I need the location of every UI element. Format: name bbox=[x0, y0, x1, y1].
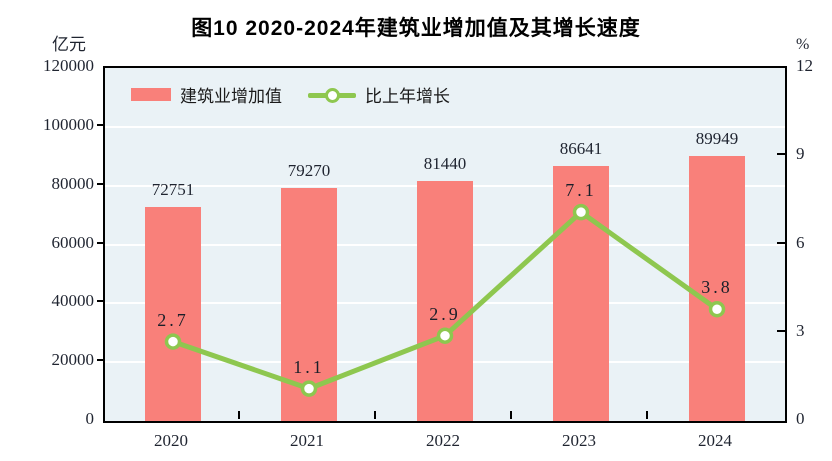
left-axis-tick bbox=[97, 182, 105, 185]
left-axis-tick-label: 80000 bbox=[51, 173, 95, 193]
left-axis-tick bbox=[97, 241, 105, 244]
legend: 建筑业增加值 比上年增长 bbox=[131, 82, 450, 107]
bar-value-label: 81440 bbox=[423, 154, 467, 174]
bar-value-label: 72751 bbox=[151, 179, 195, 199]
legend-label-bar-series: 建筑业增加值 bbox=[180, 87, 282, 106]
line-marker bbox=[164, 333, 182, 350]
right-axis-tick bbox=[777, 241, 785, 244]
left-axis-tick-label: 20000 bbox=[51, 350, 95, 370]
x-axis-label-2022: 2022 bbox=[426, 431, 460, 450]
x-axis-tick bbox=[238, 411, 240, 419]
x-axis-label-2021: 2021 bbox=[290, 431, 324, 450]
line-marker bbox=[300, 380, 318, 397]
left-axis-tick-label: 60000 bbox=[51, 232, 95, 252]
line-value-label: 3.8 bbox=[701, 277, 733, 298]
gridline bbox=[105, 125, 785, 128]
right-axis-tick-label: 3 bbox=[796, 320, 805, 340]
right-axis-tick-label: 12 bbox=[796, 56, 813, 75]
bar-series-swatch-icon bbox=[131, 88, 171, 101]
chart-title: 图10 2020-2024年建筑业增加值及其增长速度 bbox=[191, 17, 641, 40]
legend-label-line-series: 比上年增长 bbox=[365, 87, 450, 106]
right-axis-tick bbox=[777, 329, 785, 332]
left-axis-tick-label: 0 bbox=[85, 409, 95, 428]
x-axis-label-2023: 2023 bbox=[562, 431, 596, 450]
line-value-label: 7.1 bbox=[565, 180, 597, 201]
bar-2020 bbox=[145, 207, 201, 421]
line-marker bbox=[708, 300, 726, 318]
line-marker bbox=[572, 203, 590, 221]
x-axis-label-2024: 2024 bbox=[698, 431, 732, 450]
left-axis-tick bbox=[97, 123, 105, 126]
bar-value-label: 89949 bbox=[695, 129, 739, 149]
bar-2022 bbox=[417, 181, 473, 421]
x-axis-tick bbox=[374, 411, 376, 419]
left-axis-tick bbox=[97, 359, 105, 362]
line-series-marker-icon bbox=[308, 87, 356, 103]
x-axis-label-2020: 2020 bbox=[154, 431, 188, 450]
line-value-label: 2.7 bbox=[157, 309, 189, 330]
bar-value-label: 79270 bbox=[287, 160, 331, 180]
left-axis-tick-label: 40000 bbox=[51, 291, 95, 311]
line-value-label: 1.1 bbox=[293, 356, 325, 377]
line-marker bbox=[436, 327, 454, 344]
x-axis-tick bbox=[510, 411, 512, 419]
right-axis-tick-label: 6 bbox=[796, 232, 805, 252]
left-axis-tick-label: 100000 bbox=[43, 114, 94, 134]
left-axis-unit-label: 亿元 bbox=[52, 35, 86, 54]
plot-area: 建筑业增加值 比上年增长 72751 79270 81440 86641 89949 2.… bbox=[103, 66, 787, 423]
right-axis-tick-label: 9 bbox=[796, 144, 805, 164]
x-axis-tick bbox=[646, 411, 648, 419]
left-axis-tick bbox=[97, 300, 105, 303]
right-axis-unit-label: % bbox=[796, 36, 810, 53]
line-value-label: 2.9 bbox=[429, 303, 461, 324]
right-axis-tick bbox=[777, 153, 785, 156]
bar-value-label: 86641 bbox=[559, 139, 603, 159]
bar-2024 bbox=[689, 156, 745, 421]
right-axis-tick-label: 0 bbox=[796, 409, 805, 428]
growth-line bbox=[164, 203, 726, 397]
left-axis-tick-label: 120000 bbox=[43, 56, 94, 75]
